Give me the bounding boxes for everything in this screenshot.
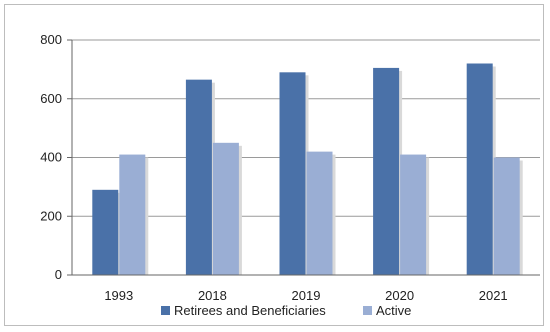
bar-active-2021 — [493, 157, 520, 275]
axes — [71, 40, 540, 276]
bar-retirees-1993 — [92, 189, 119, 275]
x-tick-labels: 1993 2018 2019 2020 2021 — [104, 288, 507, 303]
legend-swatch-retirees — [161, 306, 170, 315]
legend: Retirees and Beneficiaries Active — [161, 303, 411, 318]
bar-retirees-2019 — [279, 72, 306, 275]
bar-active-2019 — [306, 151, 333, 275]
y-tick-label: 400 — [40, 150, 62, 165]
legend-swatch-active — [363, 306, 372, 315]
bars — [92, 63, 523, 275]
y-tick-labels: 0 200 400 600 800 — [40, 32, 62, 282]
bar-retirees-2018 — [185, 79, 212, 275]
legend-label-retirees: Retirees and Beneficiaries — [174, 303, 326, 318]
y-tick-label: 800 — [40, 32, 62, 47]
bar-retirees-2020 — [373, 67, 400, 275]
x-tick-label: 2021 — [479, 288, 508, 303]
x-tick-label: 2018 — [198, 288, 227, 303]
y-tick-label: 200 — [40, 208, 62, 223]
y-tick-label: 600 — [40, 91, 62, 106]
bar-active-2020 — [400, 154, 427, 275]
x-tick-label: 2019 — [292, 288, 321, 303]
bar-active-2018 — [212, 142, 239, 275]
x-tick-label: 2020 — [385, 288, 414, 303]
bar-active-1993 — [119, 154, 146, 275]
bar-retirees-2021 — [466, 63, 493, 275]
x-tick-label: 1993 — [104, 288, 133, 303]
y-tick-label: 0 — [55, 267, 62, 282]
legend-label-active: Active — [376, 303, 411, 318]
